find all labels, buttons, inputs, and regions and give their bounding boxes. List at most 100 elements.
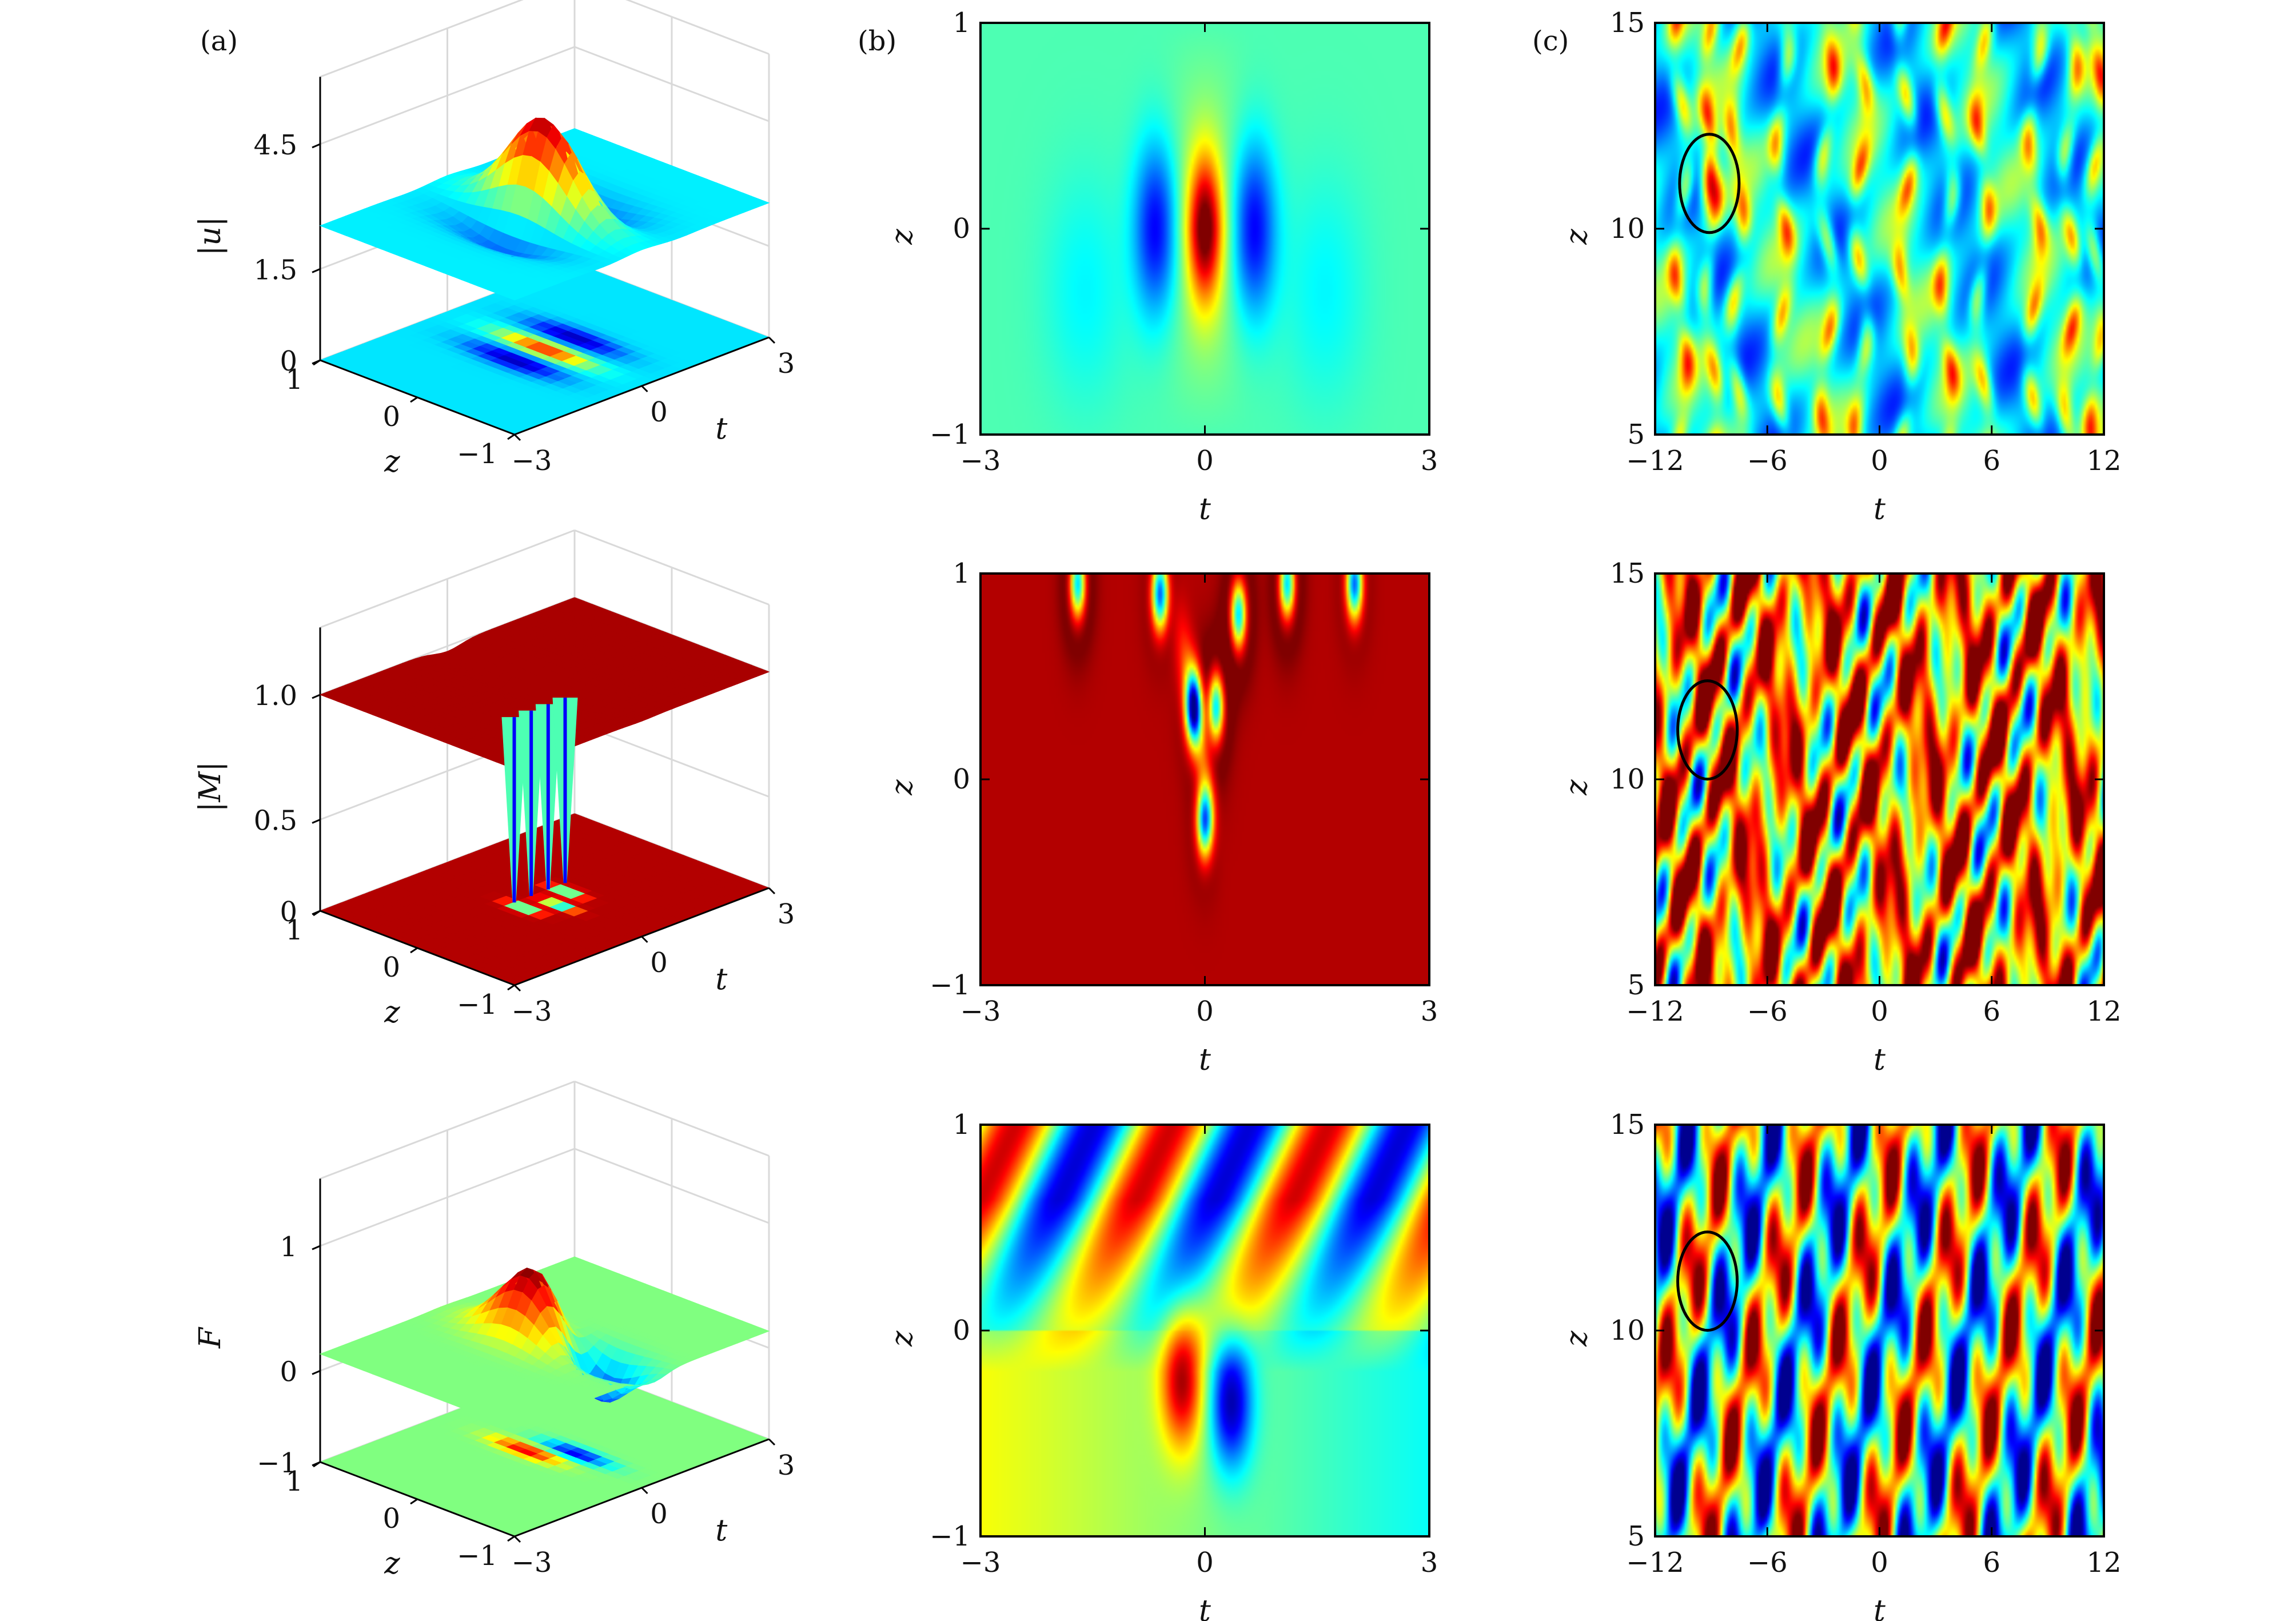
z-tick-mark: [410, 1498, 418, 1505]
x-tick-label: 0: [1871, 1547, 1888, 1579]
y-tick-label: −1: [930, 969, 970, 1001]
t-tick-label: −3: [512, 445, 552, 477]
v-tick-mark: [312, 694, 321, 699]
surface3d-a1: [312, 0, 776, 441]
v-tick-label: 0.5: [254, 804, 297, 837]
x-tick-label: 6: [1983, 1547, 2000, 1579]
y-tick-label: 15: [1610, 7, 1645, 39]
y-axis-label: z: [1560, 1331, 1594, 1347]
x-tick-label: 3: [1421, 445, 1438, 477]
x-tick-label: 0: [1196, 995, 1214, 1027]
panel-label-a: (a): [200, 25, 238, 57]
heatmap-panels: [979, 22, 2105, 1538]
t-tick-label: 0: [650, 947, 668, 979]
z-tick-label: 1: [285, 914, 303, 946]
x-axis-label: t: [1199, 1043, 1211, 1077]
t-axis-label: t: [715, 412, 727, 446]
y-axis-label: z: [885, 1331, 919, 1347]
z-axis-label: z: [384, 1547, 400, 1581]
t-tick-label: −3: [512, 995, 552, 1027]
heatmap-image-c3: [1655, 1125, 2104, 1536]
z-tick-mark: [507, 984, 515, 991]
z-tick-label: −1: [457, 438, 497, 470]
x-tick-label: 12: [2086, 445, 2121, 477]
z-tick-label: 0: [382, 401, 400, 433]
x-tick-label: 0: [1196, 1547, 1214, 1579]
t-tick-label: 3: [778, 1449, 795, 1481]
v-tick-mark: [312, 143, 321, 149]
t-tick-mark: [513, 984, 521, 992]
x-tick-label: −6: [1747, 445, 1788, 477]
panel-label-c: (c): [1532, 25, 1569, 57]
y-tick-label: 1: [952, 1109, 970, 1141]
y-tick-label: −1: [930, 419, 970, 451]
heatmap-c2: [1654, 572, 2105, 986]
column-a-3d-plots: [312, 0, 776, 1543]
x-tick-label: −6: [1747, 995, 1788, 1027]
y-tick-label: 10: [1610, 1315, 1645, 1347]
y-tick-label: 10: [1610, 213, 1645, 245]
x-axis-label: t: [1199, 1594, 1211, 1621]
y-tick-label: 0: [952, 213, 970, 245]
t-tick-mark: [641, 1487, 648, 1495]
y-tick-label: 15: [1610, 1109, 1645, 1141]
t-tick-mark: [768, 887, 776, 895]
v-tick-label: 1: [280, 1231, 297, 1263]
t-tick-label: 3: [778, 898, 795, 930]
v-tick-label: 4.5: [254, 129, 297, 161]
y-axis-label: z: [885, 779, 919, 796]
heatmap-b1: [979, 22, 1430, 436]
x-tick-label: 3: [1421, 995, 1438, 1027]
x-tick-label: 0: [1871, 445, 1888, 477]
t-axis-label: t: [715, 1514, 727, 1548]
y-axis-label: z: [1560, 779, 1594, 796]
y-tick-label: 1: [952, 557, 970, 590]
x-axis-label: t: [1874, 492, 1886, 527]
z-tick-mark: [507, 433, 515, 440]
t-tick-label: 3: [778, 348, 795, 380]
y-tick-label: 5: [1627, 419, 1645, 451]
t-tick-mark: [513, 1535, 521, 1543]
t-tick-label: 0: [650, 1498, 668, 1530]
x-axis-label: t: [1874, 1594, 1886, 1621]
t-tick-mark: [513, 433, 521, 441]
t-tick-mark: [641, 385, 648, 393]
value-axis-label: F: [193, 1327, 228, 1349]
x-tick-label: 3: [1421, 1547, 1438, 1579]
heatmap-c1: [1654, 22, 2105, 436]
x-axis-label: t: [1199, 492, 1211, 527]
z-axis-label: z: [384, 445, 400, 479]
x-tick-label: 6: [1983, 445, 2000, 477]
y-tick-label: 10: [1610, 763, 1645, 795]
y-tick-label: 0: [952, 763, 970, 795]
v-tick-mark: [312, 1370, 321, 1375]
heatmap-b2: [979, 572, 1430, 986]
grid-edge: [320, 0, 524, 78]
heatmap-b3: [979, 1124, 1430, 1538]
z-tick-label: 0: [382, 1503, 400, 1535]
y-tick-label: 15: [1610, 557, 1645, 590]
y-tick-label: 5: [1627, 1520, 1645, 1552]
z-tick-mark: [410, 396, 418, 403]
t-tick-mark: [768, 336, 776, 344]
heatmap-image-b2: [980, 573, 1429, 985]
v-tick-label: 1.5: [254, 254, 297, 286]
heatmap-c3: [1654, 1124, 2105, 1538]
x-axis-label: t: [1874, 1043, 1886, 1077]
heatmap-image-c2: [1655, 573, 2104, 985]
x-tick-label: 0: [1196, 445, 1214, 477]
v-tick-label: 0: [280, 1356, 297, 1388]
panel-label-b: (b): [858, 25, 896, 57]
z-tick-mark: [313, 359, 321, 366]
x-tick-label: −6: [1747, 1547, 1788, 1579]
base-cell: [567, 813, 588, 822]
z-tick-mark: [507, 1535, 515, 1542]
x-tick-label: 12: [2086, 995, 2121, 1027]
x-tick-label: 6: [1983, 995, 2000, 1027]
t-tick-mark: [641, 935, 648, 943]
surface-cell: [753, 199, 770, 206]
surface3d-a3: [312, 1080, 776, 1543]
heatmap-image-b1: [980, 23, 1429, 435]
z-tick-label: −1: [457, 989, 497, 1021]
